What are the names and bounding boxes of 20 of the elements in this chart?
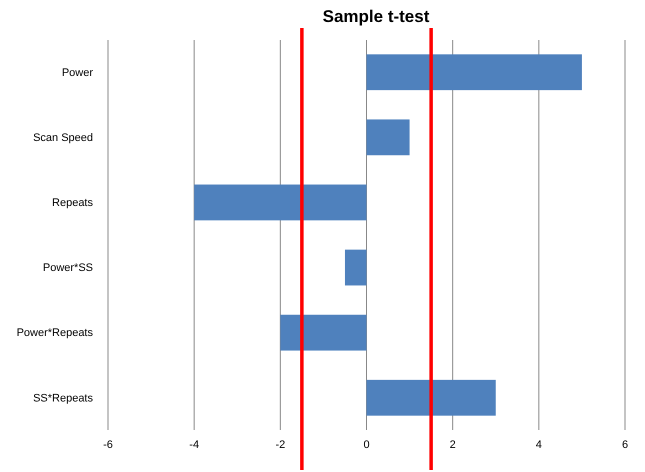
bar <box>366 119 410 156</box>
x-tick-label: 4 <box>536 438 542 451</box>
chart-title: Sample t-test <box>322 7 430 26</box>
y-tick-label: Power <box>62 66 94 79</box>
bar <box>366 380 496 416</box>
bar <box>194 184 366 220</box>
x-tick-label: -4 <box>189 438 200 451</box>
x-tick-label: 0 <box>363 438 370 451</box>
y-tick-label: Repeats <box>52 196 94 209</box>
x-tick-label: -6 <box>103 438 113 451</box>
bar <box>344 250 366 286</box>
y-tick-label: SS*Repeats <box>33 392 94 404</box>
y-tick-label: Power*SS <box>42 262 93 274</box>
y-tick-label: Scan Speed <box>33 132 93 144</box>
bar <box>366 54 582 90</box>
x-tick-label: 6 <box>622 438 628 451</box>
x-tick-label: 2 <box>450 438 456 451</box>
x-tick-label: -2 <box>275 438 286 451</box>
bar <box>280 314 366 351</box>
y-tick-label: Power*Repeats <box>16 327 94 340</box>
